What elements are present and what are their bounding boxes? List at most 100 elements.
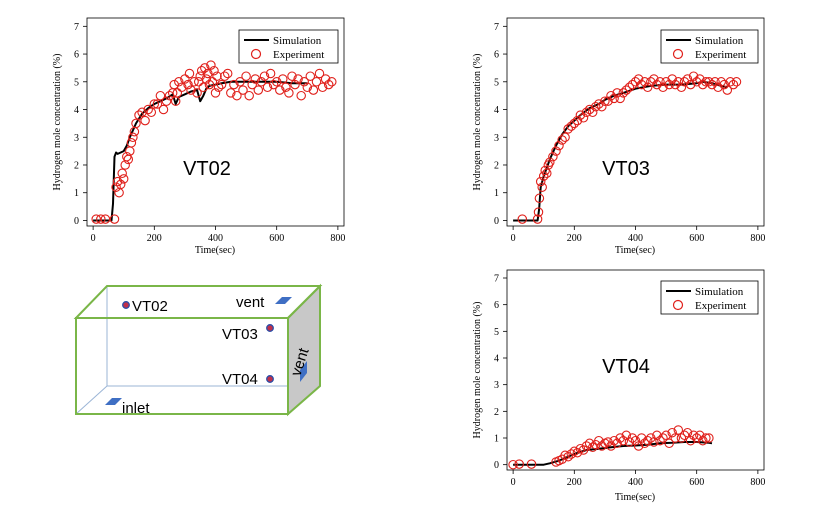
x-tick-label: 800 <box>750 477 765 488</box>
experiment-point <box>642 435 653 446</box>
x-tick-label: 800 <box>330 233 345 244</box>
experiment-series <box>517 71 742 224</box>
experiment-point <box>311 77 322 87</box>
experiment-point <box>566 121 577 131</box>
experiment-point <box>320 74 331 84</box>
experiment-point <box>624 82 635 93</box>
experiment-point <box>183 79 193 90</box>
sensor-vt02-marker <box>122 301 130 309</box>
experiment-point <box>128 132 138 143</box>
experiment-point <box>627 433 638 443</box>
experiment-point <box>710 77 720 87</box>
legend-experiment-marker <box>672 299 684 311</box>
legend-experiment-label: Experiment <box>273 49 324 61</box>
experiment-point <box>229 79 239 90</box>
experiment-point <box>299 77 309 87</box>
experiment-point <box>244 90 254 101</box>
experiment-point <box>679 430 690 441</box>
experiment-point <box>554 140 564 151</box>
experiment-point <box>222 68 233 79</box>
experiment-point <box>207 77 218 87</box>
y-axis-label: Hydrogen mole concentration (%) <box>472 302 483 439</box>
experiment-point <box>508 459 518 470</box>
experiment-point <box>655 435 665 446</box>
experiment-point <box>584 104 595 115</box>
experiment-point <box>606 441 616 451</box>
y-tick-label: 1 <box>494 188 499 199</box>
experiment-point <box>698 435 708 446</box>
legend-simulation-label: Simulation <box>695 35 744 47</box>
experiment-point <box>590 101 601 112</box>
experiment-point <box>186 85 196 95</box>
experiment-point <box>268 79 279 90</box>
legend-experiment-marker <box>672 48 684 60</box>
experiment-point <box>658 433 668 443</box>
experiment-point <box>140 115 150 126</box>
experiment-point <box>594 99 604 109</box>
axis-ticks: 0 200 400 600 800 0 1 2 3 4 5 6 7 <box>494 274 765 489</box>
experiment-point <box>196 65 207 76</box>
y-tick-label: 1 <box>494 434 499 445</box>
experiment-point <box>615 433 625 443</box>
experiment-point <box>535 176 546 187</box>
experiment-point <box>180 74 190 84</box>
sensor-vt03-marker <box>266 324 274 332</box>
experiment-point <box>636 433 647 443</box>
experiment-point <box>655 77 665 87</box>
experiment-point <box>679 77 690 87</box>
experiment-point <box>275 85 285 95</box>
x-tick-label: 200 <box>147 233 162 244</box>
experiment-point <box>633 74 644 84</box>
vent-top-icon <box>275 297 292 304</box>
experiment-point <box>296 90 306 101</box>
experiment-point <box>725 77 736 87</box>
experiment-point <box>615 93 625 104</box>
x-axis-label: Time(sec) <box>195 245 235 256</box>
experiment-point <box>250 74 261 84</box>
experiment-point <box>262 82 273 93</box>
experiment-point <box>581 441 592 451</box>
experiment-point <box>667 427 677 438</box>
experiment-point <box>575 110 586 120</box>
legend-box <box>238 29 339 64</box>
y-tick-label: 7 <box>494 274 499 285</box>
experiment-point <box>581 107 592 118</box>
panel-title: VT02 <box>183 158 231 180</box>
experiment-point <box>639 77 650 87</box>
experiment-point <box>117 168 127 179</box>
experiment-point <box>259 71 270 81</box>
experiment-point <box>606 90 616 101</box>
experiment-point <box>216 79 227 90</box>
experiment-point <box>302 82 313 93</box>
experiment-point <box>603 96 613 106</box>
experiment-point <box>100 214 111 224</box>
experiment-point <box>213 82 224 93</box>
x-tick-label: 0 <box>511 477 516 488</box>
experiment-point <box>238 85 248 95</box>
experiment-point <box>673 77 684 87</box>
y-tick-label: 6 <box>494 50 499 61</box>
experiment-point <box>569 118 580 129</box>
experiment-point <box>664 438 674 449</box>
experiment-point <box>688 71 699 81</box>
x-axis-label: Time(sec) <box>615 245 655 256</box>
experiment-point <box>612 438 622 449</box>
experiment-point <box>134 110 144 120</box>
experiment-point <box>728 79 739 90</box>
experiment-point <box>96 214 106 224</box>
y-tick-label: 5 <box>494 77 499 88</box>
y-tick-label: 2 <box>494 160 499 171</box>
experiment-point <box>143 104 153 115</box>
experiment-point <box>533 207 544 217</box>
experiment-point <box>192 88 202 98</box>
experiment-point <box>704 77 714 87</box>
experiment-point <box>676 82 687 93</box>
experiment-point <box>538 171 549 181</box>
experiment-point <box>563 124 573 134</box>
y-axis-label: Hydrogen mole concentration (%) <box>472 54 483 191</box>
experiment-point <box>642 82 653 93</box>
vent-top-label: vent <box>236 294 265 311</box>
experiment-point <box>118 174 129 184</box>
y-tick-label: 2 <box>74 160 79 171</box>
